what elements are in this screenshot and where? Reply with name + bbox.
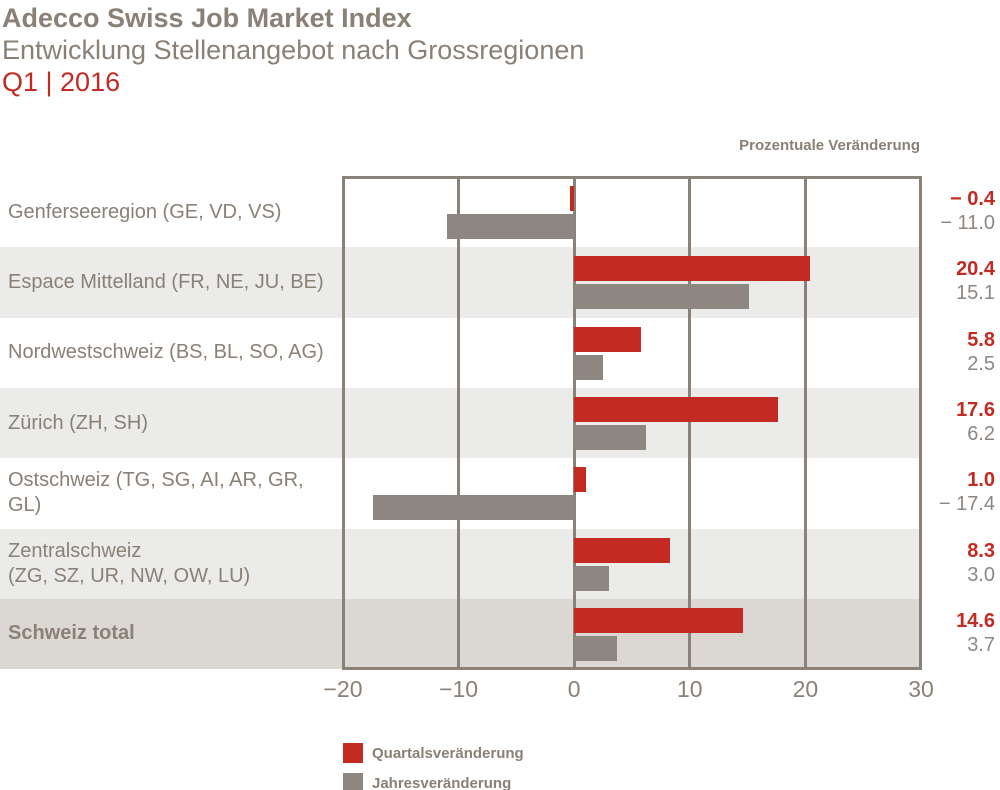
yearly-value: 3.7 [967,633,995,656]
yearly-bar [574,635,617,661]
zero-gridline [572,177,576,670]
region-label: Ostschweiz (TG, SG, AI, AR, GR, GL) [8,469,304,517]
yearly-bar [373,495,575,521]
yearly-value: 15.1 [956,282,995,305]
quarterly-swatch-icon [343,743,363,763]
quarterly-value: 20.4 [956,258,995,281]
quarterly-bar [574,607,743,633]
quarterly-value: 8.3 [967,539,995,562]
region-label: Zürich (ZH, SH) [8,411,148,434]
region-row: Zürich (ZH, SH) 17.6 6.2 [0,388,1000,458]
row-stripe [0,598,922,670]
region-row: Schweiz total 14.6 3.7 [0,599,1000,669]
gridline [803,177,807,670]
region-label: Genferseeregion (GE, VD, VS) [8,200,282,223]
legend-label-yearly: Jahresveränderung [372,775,512,790]
region-label: Nordwestschweiz (BS, BL, SO, AG) [8,341,324,364]
x-tick-label: 20 [792,676,819,702]
region-label: Espace Mittelland (FR, NE, JU, BE) [8,270,324,293]
quarterly-value: − 0.4 [949,188,995,210]
period-label: Q1 | 2016 [2,67,121,97]
page-subtitle: Entwicklung Stellenangebot nach Grossreg… [2,35,585,65]
page-title: Adecco Swiss Job Market Index [2,3,412,33]
quarterly-bar [569,186,575,211]
yearly-value: 6.2 [967,422,995,445]
region-row: Zentralschweiz (ZG, SZ, UR, NW, OW, LU) … [0,529,1000,599]
quarterly-value: 5.8 [967,328,995,351]
quarterly-value: 1.0 [967,469,995,492]
region-label: Schweiz total [8,622,135,645]
yearly-value: 2.5 [967,352,995,375]
region-row: Espace Mittelland (FR, NE, JU, BE) 20.4 … [0,247,1000,317]
row-stripe [0,528,922,599]
plot-frame [342,176,922,671]
quarterly-bar [574,256,810,282]
region-row: Genferseeregion (GE, VD, VS) − 0.4 − 11.… [0,177,1000,247]
yearly-bar [574,354,604,380]
region-row: Ostschweiz (TG, SG, AI, AR, GR, GL) 1.0 … [0,458,1000,528]
yearly-swatch-icon [343,773,363,790]
yearly-bar [574,565,609,591]
quarterly-bar [574,396,778,422]
yearly-value: 3.0 [967,563,995,586]
quarterly-bar [574,537,671,563]
legend-label-quarterly: Quartalsveränderung [372,745,524,762]
title-block: Adecco Swiss Job Market Index Entwicklun… [2,2,584,98]
quarterly-value: 14.6 [956,609,995,632]
x-tick-label: −10 [439,676,479,702]
region-row: Nordwestschweiz (BS, BL, SO, AG) 5.8 2.5 [0,318,1000,388]
yearly-bar [574,424,646,450]
gridline [688,177,692,670]
x-tick-label: 0 [567,676,581,702]
region-label: Zentralschweiz (ZG, SZ, UR, NW, OW, LU) [8,539,251,587]
x-tick-label: 10 [677,676,703,702]
quarterly-bar [574,326,642,352]
yearly-value: − 11.0 [940,212,995,234]
quarterly-value: 17.6 [956,398,995,421]
gridline [457,177,461,670]
axis-note: Prozentuale Veränderung [739,137,920,154]
x-tick-label: 30 [908,676,934,702]
yearly-bar [574,284,749,310]
yearly-value: − 17.4 [938,493,995,516]
x-tick-label: −20 [323,676,363,702]
yearly-bar [447,214,575,239]
quarterly-bar [574,467,586,493]
